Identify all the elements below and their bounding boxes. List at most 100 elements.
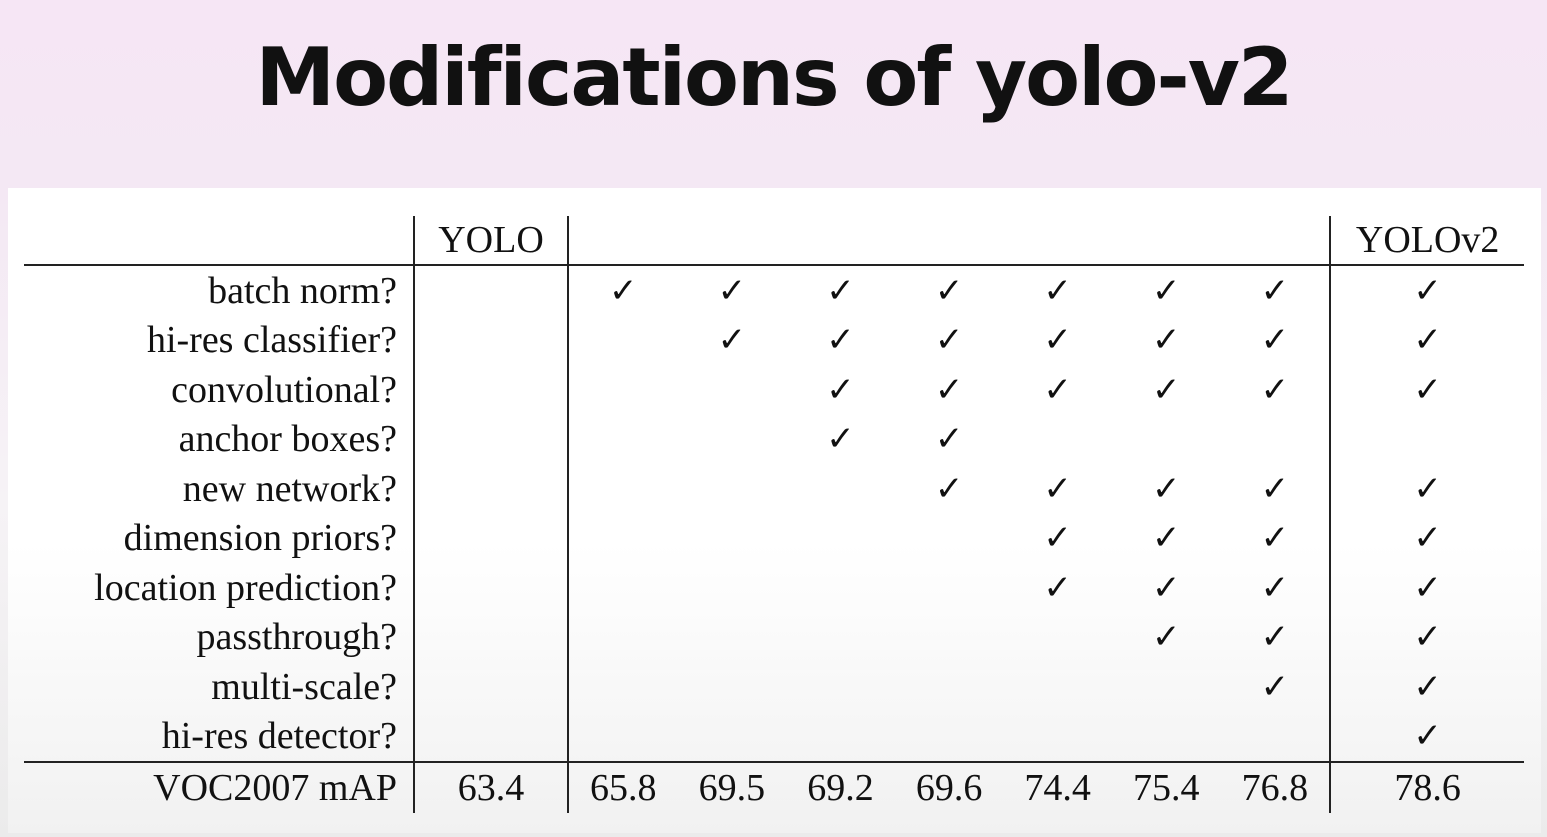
empty-cell [414,365,569,415]
empty-cell [1112,712,1221,763]
empty-cell [895,514,1004,564]
table-body: batch norm? ✓ ✓ ✓ ✓ ✓ ✓ ✓ ✓ hi-res classifier? ✓ ✓ ✓… [24,265,1524,762]
check-mark: ✓ [1043,468,1072,509]
check-mark: ✓ [826,270,855,311]
empty-cell [414,513,569,563]
table-row: dimension priors? ✓ ✓ ✓ ✓ [24,513,1524,564]
check-mark: ✓ [1152,369,1181,410]
check-mark: ✓ [826,419,855,460]
header-step-2 [677,216,787,266]
check-mark: ✓ [1043,567,1072,608]
check-mark: ✓ [1413,468,1442,509]
check-mark: ✓ [1220,265,1332,316]
empty-cell [1220,711,1332,762]
table-row: location prediction? ✓ ✓ ✓ ✓ [24,563,1524,613]
empty-cell [786,662,895,712]
header-label-cell [24,216,415,266]
map-value-yolov2: 78.6 [1330,761,1525,813]
empty-cell [1220,414,1332,464]
header-yolo: YOLO [414,216,569,266]
empty-cell [678,415,787,465]
table-row: anchor boxes? ✓ ✓ [24,414,1524,465]
check-mark: ✓ [1152,567,1181,608]
row-label: passthrough? [24,612,415,662]
empty-cell [414,464,569,514]
table-row: convolutional? ✓ ✓ ✓ ✓ ✓ ✓ [24,365,1524,415]
check-mark: ✓ [1413,716,1442,757]
empty-cell [895,563,1004,613]
empty-cell [1112,662,1221,712]
check-mark: ✓ [1152,617,1181,658]
check-mark: ✓ [1220,464,1332,514]
empty-cell [414,711,569,762]
check-mark: ✓ [1043,270,1072,311]
map-value-step-5: 74.4 [1003,761,1112,813]
table-row: multi-scale? ✓ ✓ [24,662,1524,712]
check-mark: ✓ [1220,563,1332,613]
check-mark: ✓ [1413,320,1442,361]
header-step-1 [568,216,678,266]
empty-cell [1003,613,1112,663]
map-value-step-7: 76.8 [1220,761,1332,813]
empty-cell [786,464,895,514]
row-label: dimension priors? [24,513,415,563]
map-row: VOC2007 mAP 63.4 65.8 69.5 69.2 69.6 74.… [24,761,1525,813]
empty-cell [568,316,678,366]
table-row: new network? ✓ ✓ ✓ ✓ ✓ [24,464,1524,514]
check-mark: ✓ [1152,468,1181,509]
row-label: multi-scale? [24,662,415,712]
empty-cell [1112,415,1221,465]
check-mark: ✓ [1220,513,1332,563]
check-mark: ✓ [1043,320,1072,361]
empty-cell [678,365,787,415]
check-mark: ✓ [934,270,964,311]
check-mark: ✓ [1220,662,1332,712]
results-table-panel: YOLO YOLOv2 batch norm? ✓ ✓ ✓ ✓ ✓ ✓ ✓ ✓ hi-res cl… [8,188,1541,833]
empty-cell [786,712,895,763]
check-mark: ✓ [1043,369,1072,410]
map-row-label: VOC2007 mAP [24,761,415,813]
empty-cell [678,514,787,564]
empty-cell [895,613,1004,663]
empty-cell [678,613,787,663]
check-mark: ✓ [609,270,638,311]
empty-cell [414,612,569,662]
empty-cell [414,265,569,316]
table-row: batch norm? ✓ ✓ ✓ ✓ ✓ ✓ ✓ ✓ [24,265,1524,316]
table-row: hi-res detector? ✓ [24,711,1524,763]
empty-cell [678,712,787,763]
empty-cell [568,415,678,465]
header-yolov2: YOLOv2 [1330,216,1525,266]
check-mark: ✓ [717,270,747,311]
empty-cell [678,563,787,613]
row-label: batch norm? [24,265,415,316]
empty-cell [414,414,569,464]
empty-cell [414,662,569,712]
empty-cell [895,662,1004,712]
empty-cell [568,563,678,613]
check-mark: ✓ [1413,567,1442,608]
check-mark: ✓ [1413,270,1442,311]
check-mark: ✓ [1413,617,1442,658]
row-label: hi-res classifier? [24,315,415,365]
map-value-step-2: 69.5 [677,761,787,813]
header-step-4 [894,216,1004,266]
empty-cell [1003,712,1112,763]
check-mark: ✓ [826,369,855,410]
empty-cell [1330,415,1524,465]
empty-cell [786,613,895,663]
row-label: location prediction? [24,563,415,613]
empty-cell [678,464,787,514]
slide-title: Modifications of yolo-v2 [255,31,1293,124]
check-mark: ✓ [717,320,747,361]
check-mark: ✓ [1152,270,1181,311]
empty-cell [568,712,678,763]
check-mark: ✓ [1413,666,1442,707]
table-row: passthrough? ✓ ✓ ✓ [24,612,1524,663]
check-mark: ✓ [1220,315,1332,365]
check-mark: ✓ [1152,320,1181,361]
empty-cell [568,514,678,564]
check-mark: ✓ [1413,518,1442,559]
empty-cell [414,315,569,365]
header-step-7 [1220,216,1332,266]
